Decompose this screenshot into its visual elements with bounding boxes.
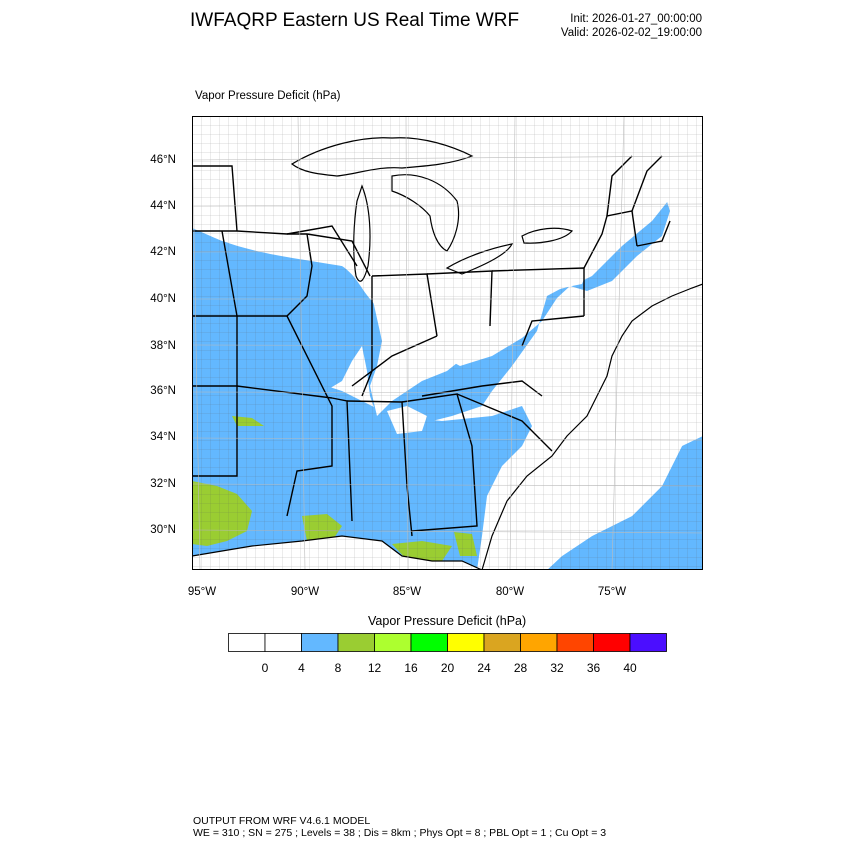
colorbar — [228, 633, 667, 652]
colorbar-label: 36 — [586, 661, 601, 675]
lat-label: 32°N — [150, 478, 176, 490]
map-frame — [192, 116, 703, 570]
colorbar-label: 28 — [513, 661, 528, 675]
colorbar-label: 32 — [550, 661, 564, 675]
init-time: Init: 2026-01-27_00:00:00 — [570, 13, 702, 25]
lon-label: 90°W — [290, 586, 320, 598]
lon-label: 85°W — [392, 586, 422, 598]
colorbar-label: 40 — [623, 661, 637, 675]
colorbar-box — [556, 633, 594, 652]
lon-label: 80°W — [495, 586, 525, 598]
colorbar-label: 0 — [261, 661, 269, 675]
lat-label: 42°N — [150, 246, 176, 258]
colorbar-label: 12 — [367, 661, 382, 675]
colorbar-box — [447, 633, 485, 652]
colorbar-label: 16 — [404, 661, 418, 675]
colorbar-box — [520, 633, 558, 652]
colorbar-box — [228, 633, 266, 652]
state-boundaries — [192, 155, 671, 537]
county-lines — [192, 116, 703, 570]
lat-label: 34°N — [150, 431, 176, 443]
map-panel — [192, 116, 703, 570]
lat-label: 46°N — [150, 154, 176, 166]
field-label: Vapor Pressure Deficit (hPa) — [195, 90, 341, 102]
colorbar-box — [410, 633, 448, 652]
colorbar-title: Vapor Pressure Deficit (hPa) — [368, 614, 527, 628]
colorbar-box — [629, 633, 667, 652]
plot-title: IWFAQRP Eastern US Real Time WRF — [190, 10, 520, 31]
lat-label: 38°N — [150, 340, 176, 352]
colorbar-box — [374, 633, 412, 652]
graticule — [192, 116, 703, 570]
footer-config: WE = 310 ; SN = 275 ; Levels = 38 ; Dis … — [193, 827, 607, 839]
valid-time: Valid: 2026-02-02_19:00:00 — [560, 27, 702, 39]
colorbar-label: 20 — [440, 661, 455, 675]
lat-label: 36°N — [150, 385, 176, 397]
lat-label: 40°N — [150, 293, 176, 305]
colorbar-box — [337, 633, 375, 652]
footer-model: OUTPUT FROM WRF V4.6.1 MODEL — [193, 815, 371, 827]
lat-label: 30°N — [150, 524, 176, 536]
colorbar-label: 8 — [334, 661, 342, 675]
colorbar-box — [301, 633, 339, 652]
lat-label: 44°N — [150, 200, 176, 212]
colorbar-label: 24 — [477, 661, 491, 675]
colorbar-label: 4 — [298, 661, 305, 675]
colorbar-box — [593, 633, 631, 652]
colorbar-box — [264, 633, 302, 652]
coastline — [192, 283, 703, 570]
colorbar-box — [483, 633, 521, 652]
lon-label: 75°W — [597, 586, 627, 598]
lon-label: 95°W — [187, 586, 217, 598]
